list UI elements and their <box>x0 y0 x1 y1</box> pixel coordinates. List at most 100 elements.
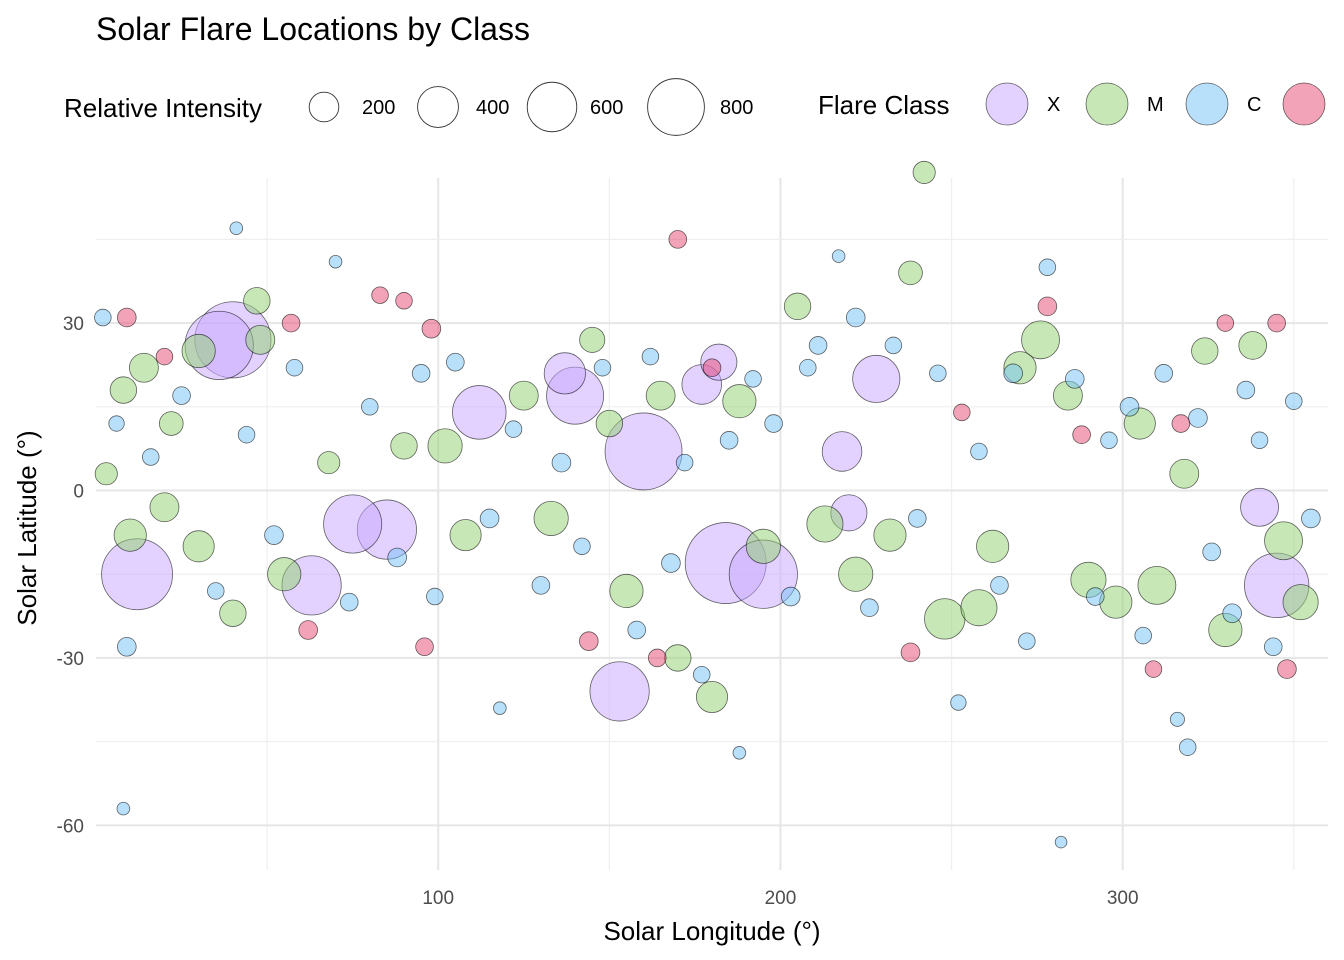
data-point <box>1264 521 1303 561</box>
data-point <box>415 637 434 657</box>
data-point <box>328 254 343 269</box>
data-point <box>1134 626 1152 645</box>
color-legend-key <box>1185 82 1229 126</box>
data-point <box>1144 660 1163 678</box>
data-point <box>838 556 874 592</box>
data-point <box>908 509 927 528</box>
size-legend: Relative Intensity 200 400 600 800 <box>64 78 753 136</box>
data-point <box>94 308 112 327</box>
data-point <box>229 221 244 235</box>
data-point <box>155 347 174 366</box>
data-point <box>181 333 216 369</box>
data-point <box>884 336 903 355</box>
data-point <box>1038 258 1057 277</box>
data-point <box>1154 364 1174 383</box>
data-point <box>821 431 863 472</box>
data-points <box>94 160 1321 849</box>
data-point <box>976 529 1010 563</box>
data-point <box>508 380 539 411</box>
y-tick-label: 30 <box>63 314 84 335</box>
data-point <box>845 307 866 328</box>
data-point <box>298 620 318 640</box>
data-point <box>1188 408 1208 428</box>
x-tick-label: 200 <box>765 888 797 909</box>
data-point <box>1282 584 1319 621</box>
data-point <box>94 462 118 486</box>
data-point <box>990 576 1009 595</box>
data-point <box>609 573 644 609</box>
data-point <box>1222 603 1242 624</box>
data-point <box>732 746 747 760</box>
data-point <box>950 694 967 711</box>
data-point <box>589 661 650 722</box>
size-legend-key <box>417 86 459 128</box>
data-point <box>647 648 667 668</box>
data-point <box>446 352 465 372</box>
data-point <box>1216 314 1235 332</box>
data-point <box>449 519 482 552</box>
data-point <box>129 352 159 383</box>
data-point <box>860 598 879 617</box>
data-point <box>421 318 442 339</box>
data-point <box>149 492 180 523</box>
data-point <box>912 160 936 184</box>
color-legend-key <box>1085 82 1129 126</box>
data-point <box>361 398 379 416</box>
data-point <box>745 528 781 564</box>
data-point <box>323 494 383 554</box>
data-point <box>953 403 971 422</box>
data-point <box>237 425 256 444</box>
data-point <box>285 359 304 377</box>
data-point <box>1250 431 1269 450</box>
size-legend-label: 200 <box>362 97 395 119</box>
x-tick-label: 100 <box>422 888 454 909</box>
data-point <box>641 347 660 366</box>
data-point <box>1064 369 1085 389</box>
data-point <box>452 385 507 440</box>
data-point <box>172 386 191 405</box>
data-point <box>479 508 500 529</box>
data-point <box>387 547 407 568</box>
data-point <box>1267 313 1286 333</box>
data-point <box>317 451 341 475</box>
data-point <box>1099 585 1133 619</box>
data-point <box>1191 337 1219 365</box>
size-legend-key <box>308 91 340 123</box>
data-point <box>645 380 676 411</box>
data-point <box>543 352 586 395</box>
data-point <box>339 592 359 612</box>
data-point <box>573 537 591 556</box>
color-legend: Flare Class X M C <box>818 82 1326 126</box>
data-point <box>207 582 225 600</box>
y-axis-title: Solar Latitude (°) <box>12 430 42 625</box>
color-legend-key <box>1282 82 1326 126</box>
color-legend-label: C <box>1247 94 1261 116</box>
y-tick-label: -30 <box>57 649 84 670</box>
data-point <box>493 701 507 715</box>
data-point <box>390 432 418 460</box>
data-point <box>182 530 215 563</box>
data-point <box>695 680 729 714</box>
data-point <box>243 287 271 315</box>
data-point <box>551 452 572 473</box>
data-point <box>852 354 901 403</box>
data-point <box>1178 738 1197 756</box>
data-point <box>1037 296 1058 317</box>
data-point <box>960 589 998 627</box>
data-point <box>117 636 137 657</box>
data-point <box>806 505 844 543</box>
data-point <box>595 409 624 438</box>
size-legend-key <box>647 78 705 136</box>
data-point <box>264 525 284 545</box>
y-tick-label: -60 <box>57 816 84 837</box>
data-point <box>702 358 722 378</box>
data-point <box>142 448 160 466</box>
data-point <box>1301 508 1321 529</box>
data-point <box>426 587 444 606</box>
data-point <box>281 313 301 333</box>
data-point <box>579 631 599 651</box>
data-point <box>1169 458 1200 489</box>
data-point <box>1202 542 1221 562</box>
data-point <box>661 553 681 573</box>
data-point <box>970 442 988 461</box>
